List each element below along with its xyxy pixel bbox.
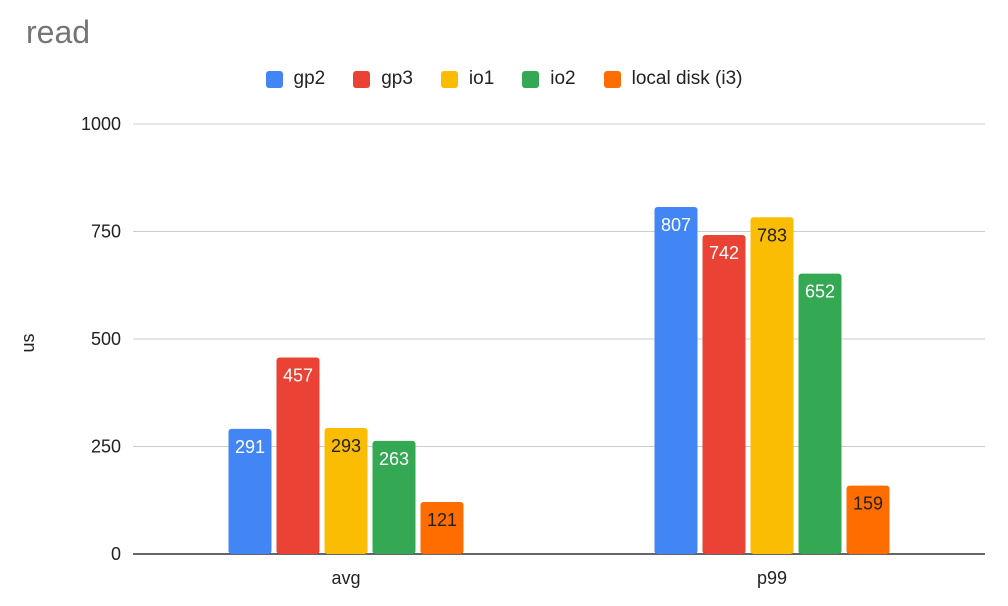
legend-item: io1: [440, 68, 495, 90]
bar-value-label: 652: [805, 282, 835, 302]
legend-item: gp3: [353, 68, 413, 90]
bar-value-label: 263: [379, 449, 409, 469]
legend-swatch: [265, 70, 283, 88]
bar-value-label: 457: [283, 365, 313, 385]
bar-p99-local-disk-i3-: [846, 485, 890, 554]
y-tick-label: 500: [91, 329, 121, 349]
bar-value-label: 291: [235, 437, 265, 457]
bar-value-label: 121: [427, 510, 457, 530]
legend-label: gp3: [381, 68, 413, 89]
bar-value-label: 742: [709, 243, 739, 263]
bar-avg-io2: [372, 440, 416, 554]
legend-swatch: [603, 70, 621, 88]
legend-label: local disk (i3): [631, 68, 743, 89]
y-tick-label: 750: [91, 222, 121, 242]
y-tick-label: 250: [91, 437, 121, 457]
chart-title: read: [26, 14, 91, 50]
bar-avg-gp3: [276, 357, 320, 554]
bar-value-label: 293: [331, 436, 361, 456]
legend-swatch: [440, 70, 458, 88]
bar-p99-io1: [750, 217, 794, 554]
legend-label: gp2: [293, 68, 326, 89]
x-category-label: avg: [331, 568, 360, 588]
legend-item: io2: [522, 68, 576, 90]
bar-avg-local-disk-i3-: [420, 501, 464, 554]
bar-value-label: 159: [853, 494, 883, 514]
bar-value-label: 807: [661, 215, 691, 235]
bar-p99-io2: [798, 273, 842, 554]
legend-swatch: [353, 70, 371, 88]
bar-value-label: 783: [757, 225, 787, 245]
bar-avg-gp2: [228, 428, 272, 554]
legend-label: io2: [550, 68, 576, 89]
legend-label: io1: [468, 68, 495, 89]
bar-avg-io1: [324, 428, 368, 554]
y-tick-label: 0: [111, 544, 121, 564]
y-axis-label: us: [18, 333, 38, 352]
y-tick-label: 1000: [81, 114, 121, 134]
bar-p99-gp3: [702, 234, 746, 554]
legend-item: local disk (i3): [603, 68, 743, 90]
bar-p99-gp2: [654, 206, 698, 555]
legend-item: gp2: [265, 68, 326, 90]
legend: gp2 gp3 io1 io2 local disk (i3): [0, 68, 1008, 90]
x-category-label: p99: [757, 568, 787, 588]
legend-swatch: [522, 70, 540, 88]
